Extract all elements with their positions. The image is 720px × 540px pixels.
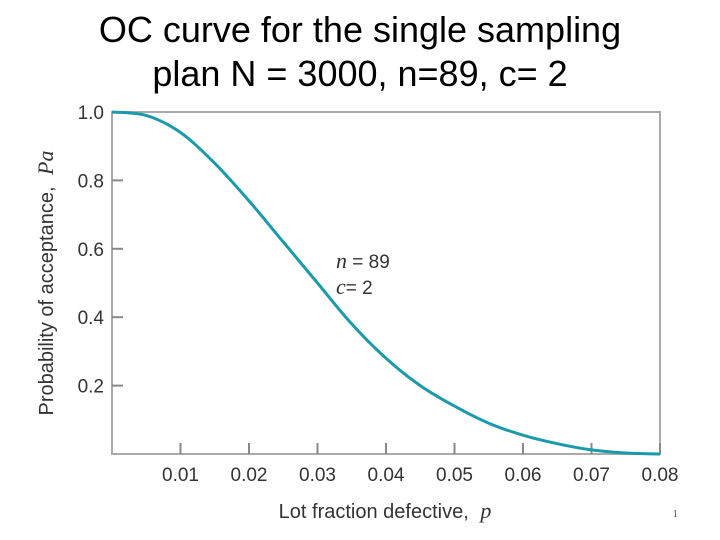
y-tick-label: 0.6 [78,240,104,261]
y-axis-label-text: Probability of acceptance, [36,186,58,415]
slide-title-line2: plan N = 3000, n=89, c= 2 [152,53,568,94]
page-number: 1 [672,508,679,520]
x-axis-ticks: 0.01 0.02 0.03 0.04 0.05 0.06 0.07 0.08 [162,443,678,486]
annotation-c-value: = 2 [346,278,373,299]
plot-frame [111,111,661,455]
x-axis-label-symbol: p [478,498,491,523]
x-tick-label: 0.06 [505,465,542,486]
y-axis-ticks: 0.2 0.4 0.6 0.8 1.0 [78,103,123,398]
oc-curve-line [111,110,661,456]
y-tick-label: 1.0 [78,103,104,124]
annotation-n-value: = 89 [347,252,390,273]
annotation-n-symbol: n [336,248,347,273]
x-axis-label: Lot fraction defective, p [279,498,492,523]
slide-title: OC curve for the single sampling plan N … [0,8,720,96]
x-tick-label: 0.03 [299,465,336,486]
series-layer [111,110,661,456]
x-tick-label: 0.07 [573,465,610,486]
x-axis-label-text: Lot fraction defective, [279,501,469,523]
x-tick-label: 0.02 [231,465,268,486]
x-tick-label: 0.05 [436,465,473,486]
y-tick-label: 0.4 [78,308,105,329]
y-tick-label: 0.2 [78,377,104,398]
annotation-c: c= 2 [336,274,373,299]
x-tick-label: 0.04 [368,465,405,486]
annotation-c-symbol: c [336,274,346,299]
slide-title-line1: OC curve for the single sampling [98,9,622,50]
x-tick-label: 0.08 [642,465,679,486]
annotation-n: n = 89 [336,248,390,273]
y-axis-label: Probability of acceptance, Pa [33,150,58,415]
y-axis-label-symbol: Pa [33,150,58,175]
x-tick-label: 0.01 [162,465,199,486]
y-tick-label: 0.8 [78,171,104,192]
